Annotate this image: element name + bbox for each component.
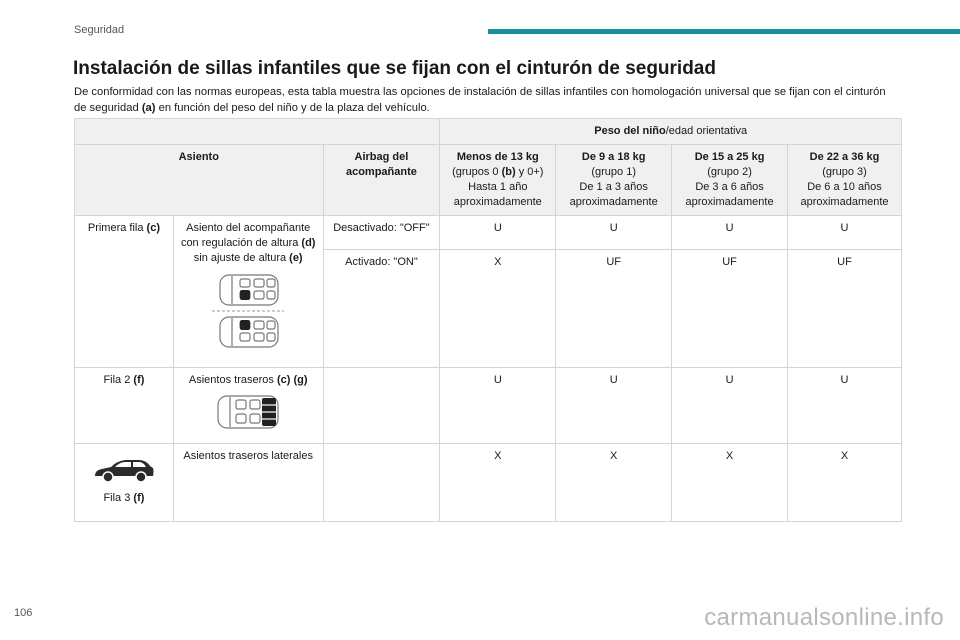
car-silhouette-icon xyxy=(94,460,154,483)
airbag-off-cell: Desactivado: "OFF" xyxy=(322,215,441,250)
weight-header: Peso del niño/edad orientativa xyxy=(439,118,902,145)
seat-front-height-text: Asiento del acompañante con regulación d… xyxy=(180,222,311,249)
group-1-line1: (grupo 1) xyxy=(591,166,636,178)
weight-header-bold: Peso del niño xyxy=(594,125,666,137)
group-3-age: De 6 a 10 años xyxy=(807,181,882,193)
front-on-group-0: X xyxy=(439,249,557,368)
row-label-front-ref: (c) xyxy=(146,222,160,234)
seat-front-noheight-text: sin ajuste de altura xyxy=(193,252,290,264)
row2-group-3: U xyxy=(787,367,902,444)
group-1-approx: aproximadamente xyxy=(569,196,658,208)
col-header-group-2: De 15 a 25 kg (grupo 2) De 3 a 6 años aprox… xyxy=(671,144,789,216)
row3-group-1: X xyxy=(555,443,673,522)
col-header-group-1: De 9 a 18 kg (grupo 1) De 1 a 3 años aproxi… xyxy=(555,144,673,216)
group-2-line1: (grupo 2) xyxy=(707,166,752,178)
row3-group-0: X xyxy=(439,443,557,522)
row2-group-0: U xyxy=(439,367,557,444)
seat-desc-row2: Asientos traseros (c) (g) xyxy=(172,367,324,444)
seat-front-ref-e: (e) xyxy=(289,252,303,264)
seat-desc-row3: Asientos traseros laterales xyxy=(172,443,324,522)
table-header-weight-row: Peso del niño/edad orientativa xyxy=(73,118,902,145)
front-off-group-3: U xyxy=(787,215,902,250)
group-0-line1c: y 0+) xyxy=(515,166,544,178)
group-1-weight: De 9 a 18 kg xyxy=(581,151,646,163)
front-on-group-1: UF xyxy=(555,249,673,368)
col-header-airbag: Airbag del acompañante xyxy=(322,144,441,216)
col-header-group-0: Menos de 13 kg (grupos 0 (b) y 0+) Hasta 1… xyxy=(439,144,557,216)
watermark-text: carmanualsonline.info xyxy=(704,604,944,631)
group-2-age: De 3 a 6 años xyxy=(695,181,764,193)
row-label-front-text: Primera fila xyxy=(87,222,147,234)
front-off-group-1: U xyxy=(555,215,673,250)
header-blank-cell xyxy=(73,118,441,145)
front-on-group-2: UF xyxy=(671,249,789,368)
rear-seat-diagram-icon xyxy=(217,395,279,429)
row3-group-2: X xyxy=(671,443,789,522)
row-label-row2: Fila 2 (f) xyxy=(74,367,174,444)
airbag-row2-cell xyxy=(322,367,441,444)
col-header-asiento: Asiento xyxy=(74,144,324,216)
group-3-weight: De 22 a 36 kg xyxy=(809,151,880,163)
group-3-approx: aproximadamente xyxy=(800,196,889,208)
group-2-weight: De 15 a 25 kg xyxy=(694,151,765,163)
intro-text-1: De conformidad con las normas europeas, … xyxy=(74,86,886,114)
group-0-weight: Menos de 13 kg xyxy=(456,151,539,163)
table-header-row: Asiento Airbag del acompañante Menos de … xyxy=(74,144,902,216)
group-0-ref-b: (b) xyxy=(501,166,516,178)
col-header-group-3: De 22 a 36 kg (grupo 3) De 6 a 10 años apro… xyxy=(787,144,902,216)
row-label-row2-text: Fila 2 xyxy=(103,374,134,386)
group-0-age: Hasta 1 año xyxy=(468,181,528,193)
section-accent-bar xyxy=(488,29,960,34)
page-title: Instalación de sillas infantiles que se … xyxy=(73,58,716,79)
group-2-approx: aproximadamente xyxy=(685,196,774,208)
child-seat-table: Peso del niño/edad orientativa Asiento A… xyxy=(73,118,902,522)
table-row-front-off: Primera fila (c) Asiento del acompañante… xyxy=(74,215,902,368)
group-3-line1: (grupo 3) xyxy=(822,166,867,178)
intro-paragraph: De conformidad con las normas europeas, … xyxy=(74,84,894,116)
airbag-row3-cell xyxy=(322,443,441,522)
seat-row2-refs: (c) (g) xyxy=(276,374,308,386)
intro-text-2: en función del peso del niño y de la pla… xyxy=(155,102,430,114)
row-label-front: Primera fila (c) xyxy=(74,215,174,368)
row-label-row3-text: Fila 3 xyxy=(103,492,134,504)
section-title: Seguridad xyxy=(74,24,125,36)
front-off-group-0: U xyxy=(439,215,557,250)
row-label-row2-ref: (f) xyxy=(133,374,145,386)
front-off-group-2: U xyxy=(671,215,789,250)
group-1-age: De 1 a 3 años xyxy=(579,181,648,193)
row2-group-1: U xyxy=(555,367,673,444)
front-on-group-3: UF xyxy=(787,249,902,368)
table-row-row2: Fila 2 (f) Asientos traseros (c) (g) U xyxy=(74,367,902,444)
page-number: 106 xyxy=(14,607,33,619)
seat-front-ref-d: (d) xyxy=(301,237,316,249)
front-seat-diagram-icon xyxy=(212,274,285,348)
row-label-row3-ref: (f) xyxy=(133,492,145,504)
row-label-row3: Fila 3 (f) xyxy=(74,443,174,522)
row3-group-3: X xyxy=(787,443,902,522)
intro-ref-a: (a) xyxy=(141,102,156,114)
seat-desc-front: Asiento del acompañante con regulación d… xyxy=(172,215,324,368)
airbag-on-cell: Activado: "ON" xyxy=(322,249,441,368)
group-0-approx: aproximadamente xyxy=(453,196,542,208)
table-row-row3: Fila 3 (f) Asientos traseros laterales X… xyxy=(74,443,902,522)
row2-group-2: U xyxy=(671,367,789,444)
weight-header-rest: /edad orientativa xyxy=(665,125,748,137)
seat-row2-text: Asientos traseros xyxy=(188,374,277,386)
group-0-line1a: (grupos 0 xyxy=(452,166,502,178)
